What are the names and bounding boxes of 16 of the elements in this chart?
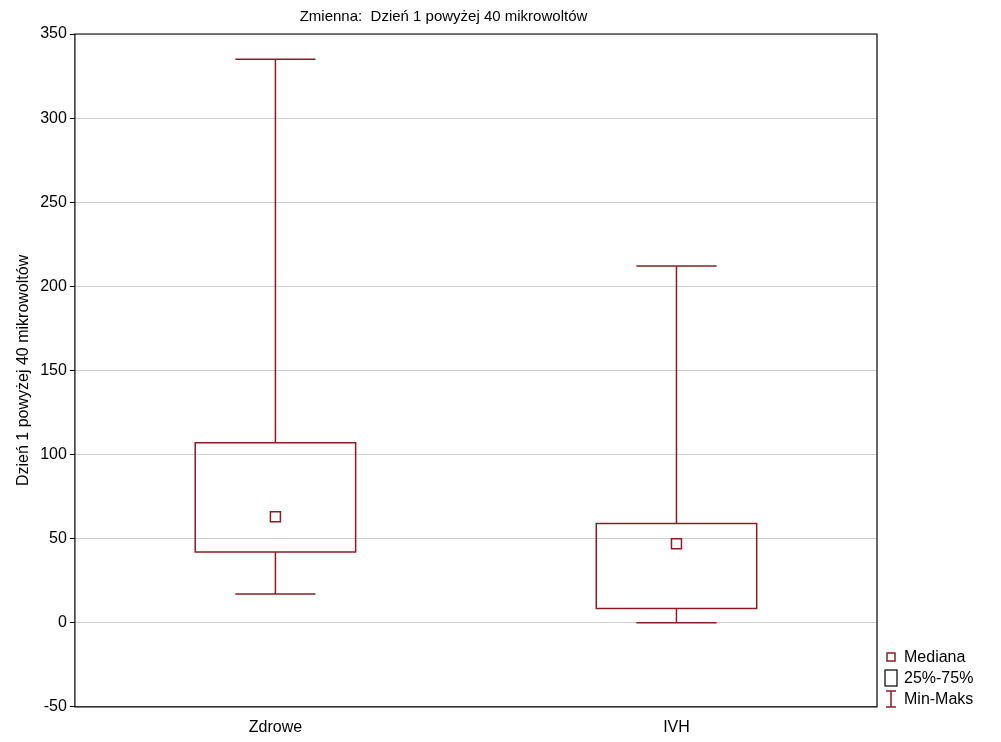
y-tick-label: 300 [40,108,67,126]
chart-title: Zmienna: Dzień 1 powyżej 40 mikrowoltów [299,7,588,25]
text: 25%-75% [904,668,974,687]
y-axis-title: Dzień 1 powyżej 40 mikrowoltów [14,254,32,486]
y-tick-label: 350 [40,24,67,42]
y-tick-label: 100 [40,444,67,462]
x-tick-label: IVH [663,717,690,735]
x-tick-label: Zdrowe [248,717,303,735]
y-tick-label: 250 [40,192,67,210]
y-tick-label: -50 [43,697,67,715]
y-tick-label: 0 [57,613,67,631]
y-tick-label: 150 [40,360,67,378]
text: Min-Maks [904,689,974,708]
y-tick-label: 50 [49,529,67,547]
y-tick-label: 200 [40,276,67,294]
text: Mediana [904,647,966,666]
